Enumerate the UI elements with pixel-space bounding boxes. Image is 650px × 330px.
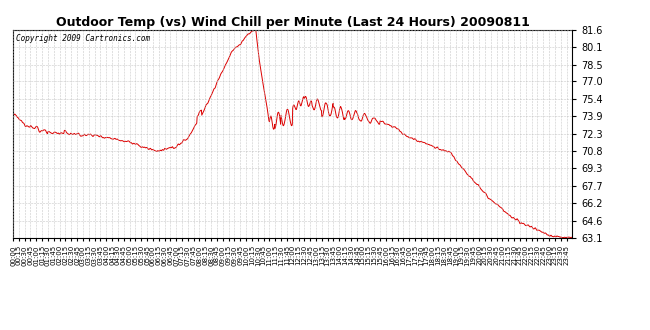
Title: Outdoor Temp (vs) Wind Chill per Minute (Last 24 Hours) 20090811: Outdoor Temp (vs) Wind Chill per Minute … <box>55 16 530 28</box>
Text: Copyright 2009 Cartronics.com: Copyright 2009 Cartronics.com <box>16 34 150 43</box>
